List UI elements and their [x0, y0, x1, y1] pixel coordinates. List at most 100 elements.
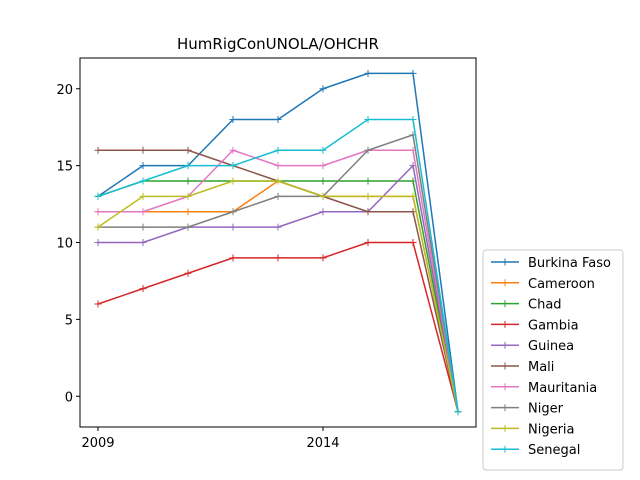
- legend-label: Nigeria: [528, 422, 575, 437]
- legend-label: Niger: [528, 402, 564, 417]
- data-point: [184, 269, 192, 277]
- series-6: [94, 146, 462, 416]
- data-point: [229, 116, 237, 123]
- data-point: [409, 69, 417, 77]
- chart-title: HumRigConUNOLA/OHCHR: [177, 35, 379, 53]
- legend-entry: Chad: [491, 298, 562, 313]
- data-point: [229, 146, 237, 154]
- data-point: [94, 223, 102, 231]
- legend-entry: Burkina Faso: [491, 256, 611, 271]
- data-point: [184, 192, 192, 200]
- data-point: [319, 254, 327, 262]
- legend-label: Burkina Faso: [528, 256, 611, 271]
- data-point: [364, 208, 372, 216]
- data-point: [409, 239, 417, 246]
- data-point: [319, 208, 327, 216]
- legend-label: Senegal: [528, 443, 580, 458]
- y-tick-label: 0: [65, 390, 73, 405]
- data-point: [454, 408, 462, 416]
- data-point: [274, 254, 282, 262]
- series-7: [94, 131, 462, 416]
- data-point: [274, 146, 282, 154]
- data-point: [364, 192, 372, 200]
- data-point: [139, 223, 147, 231]
- legend-label: Cameroon: [528, 277, 595, 292]
- data-point: [274, 162, 282, 170]
- legend-entry: Gambia: [491, 318, 579, 333]
- series-8: [94, 177, 462, 416]
- data-point: [139, 177, 147, 185]
- data-point: [319, 146, 327, 154]
- data-point: [139, 192, 147, 200]
- data-point: [94, 208, 102, 216]
- data-point: [409, 192, 417, 200]
- y-tick-label: 20: [56, 83, 73, 98]
- series-line: [97, 241, 459, 412]
- data-point: [319, 85, 327, 93]
- data-point: [94, 239, 102, 246]
- legend: Burkina Faso Cameroon Chad Gambia Guinea Mali…: [482, 249, 624, 471]
- data-point: [319, 162, 327, 170]
- data-point: [364, 177, 372, 185]
- data-point: [229, 208, 237, 216]
- plot-area: 0 5 10 15 20 2009 2014: [56, 57, 477, 451]
- y-tick-label: 5: [65, 313, 73, 328]
- legend-label: Mali: [528, 360, 554, 375]
- legend-label: Mauritania: [528, 381, 597, 396]
- data-point: [409, 208, 417, 216]
- series-1: [94, 177, 462, 416]
- data-point: [409, 116, 417, 123]
- data-point: [274, 177, 282, 185]
- legend-entry: Cameroon: [491, 277, 595, 292]
- data-point: [319, 192, 327, 200]
- series-line: [98, 149, 459, 412]
- series-9: [94, 116, 462, 416]
- series-line: [98, 164, 459, 412]
- series-5: [94, 146, 462, 416]
- series-2: [94, 177, 462, 416]
- legend-entry: Guinea: [491, 339, 574, 354]
- data-point: [94, 300, 102, 308]
- series-line: [98, 149, 459, 412]
- data-point: [139, 239, 147, 246]
- legend-label: Chad: [528, 298, 562, 313]
- legend-entry: Nigeria: [491, 422, 575, 437]
- data-point: [229, 162, 237, 170]
- data-point: [184, 208, 192, 216]
- series-line: [98, 180, 459, 412]
- y-tick-label: 10: [56, 237, 73, 252]
- legend-label: Guinea: [528, 339, 574, 354]
- series-3: [94, 239, 462, 416]
- data-point: [229, 177, 237, 185]
- data-point: [364, 146, 372, 154]
- legend-entry: Senegal: [491, 443, 580, 458]
- data-point: [319, 177, 327, 185]
- x-tick-label: 2014: [306, 436, 339, 451]
- data-point: [364, 69, 372, 77]
- data-point: [139, 208, 147, 216]
- legend-entry: Niger: [491, 402, 564, 417]
- series-line: [97, 180, 459, 412]
- data-point: [364, 116, 372, 123]
- data-point: [184, 162, 192, 170]
- data-point: [229, 254, 237, 262]
- data-point: [229, 223, 237, 231]
- x-tick-label: 2009: [81, 436, 114, 451]
- data-point: [94, 146, 102, 154]
- legend-label: Gambia: [528, 318, 579, 333]
- data-point: [274, 116, 282, 123]
- data-point: [274, 192, 282, 200]
- data-point: [139, 285, 147, 293]
- series-line: [98, 134, 459, 412]
- legend-entry: Mali: [491, 360, 554, 375]
- legend-box: [482, 249, 624, 471]
- data-point: [274, 223, 282, 231]
- data-point: [139, 146, 147, 154]
- data-point: [139, 162, 147, 170]
- data-point: [94, 192, 102, 200]
- data-point: [184, 177, 192, 185]
- series-line: [97, 180, 459, 412]
- series-4: [94, 162, 462, 416]
- legend-entry: Mauritania: [491, 381, 597, 396]
